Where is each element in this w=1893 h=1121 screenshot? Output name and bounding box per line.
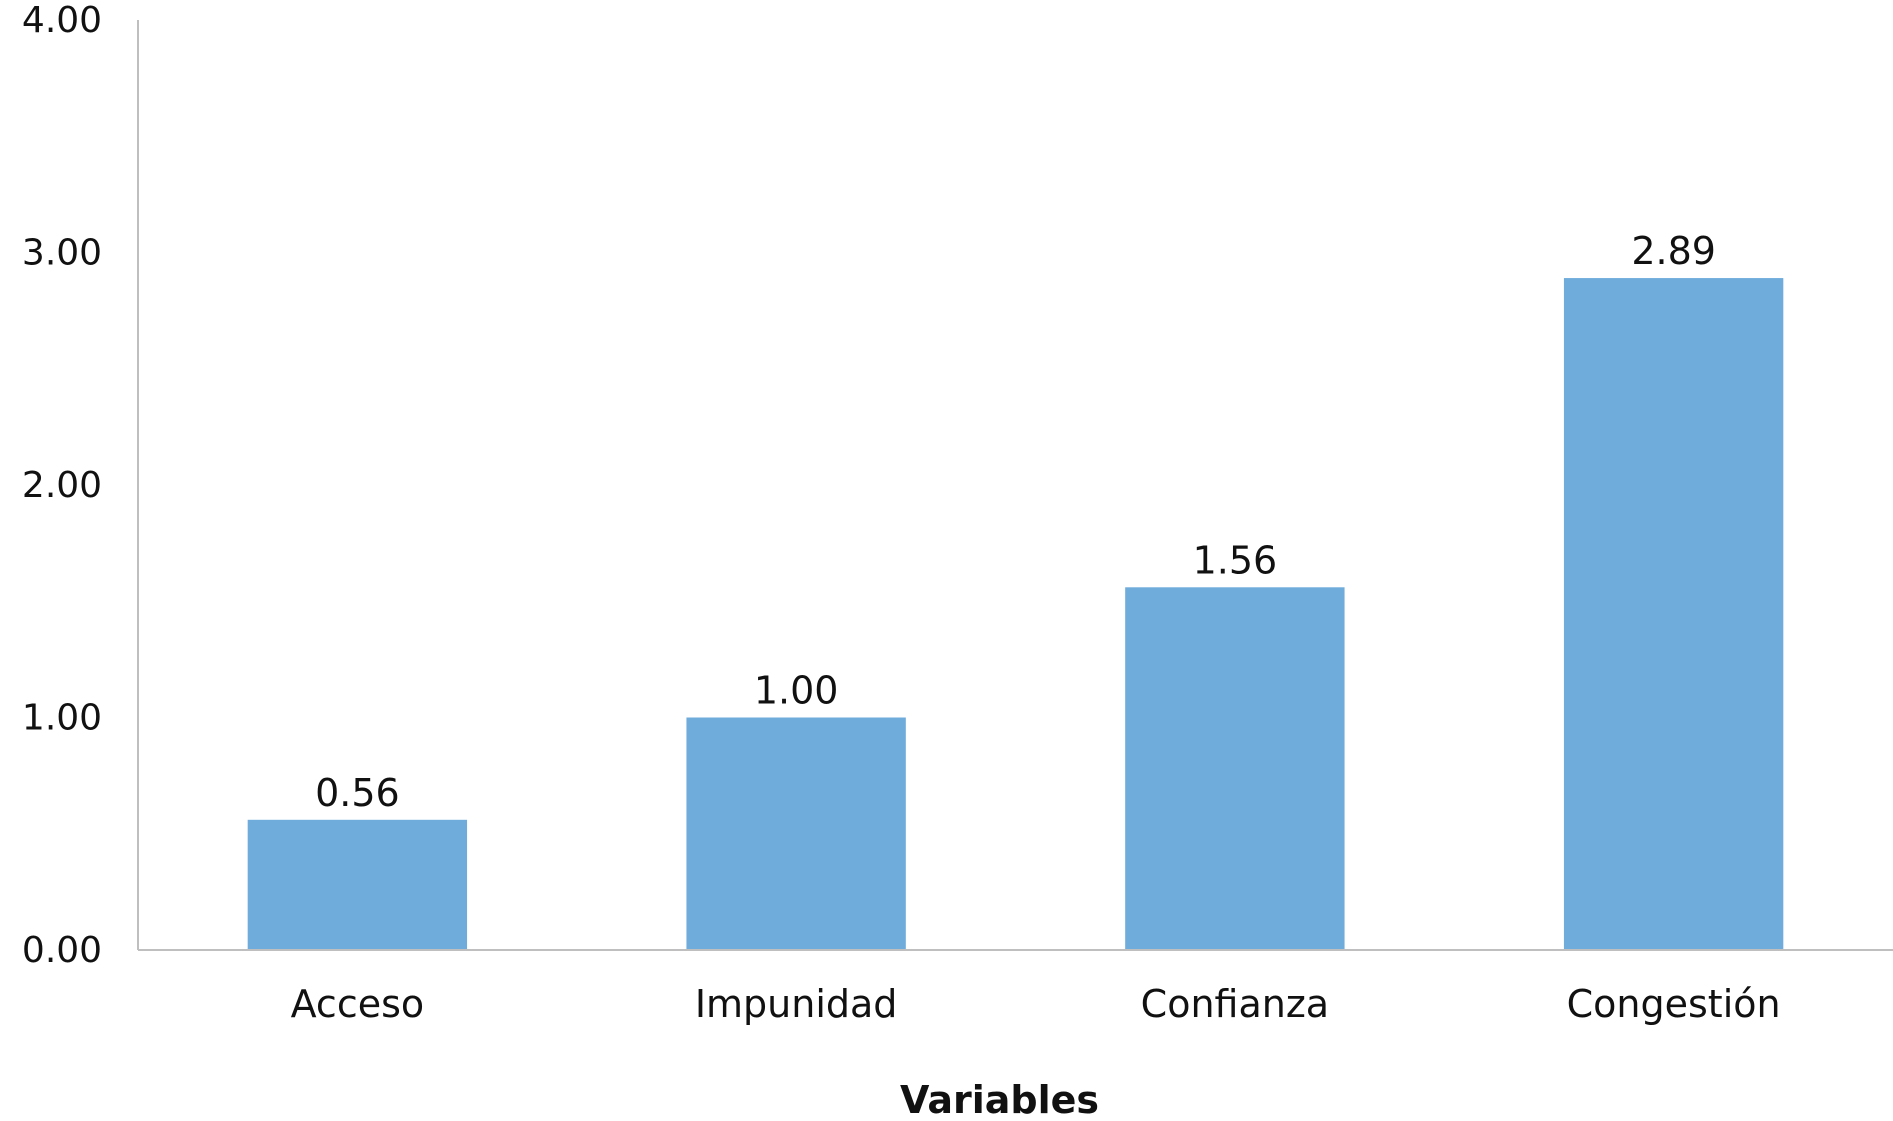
x-tick-label: Confianza xyxy=(1141,982,1329,1026)
data-label-acceso: 0.56 xyxy=(315,771,400,815)
y-tick-label: 1.00 xyxy=(22,698,102,739)
y-tick-label: 3.00 xyxy=(22,233,102,274)
bar-congestión xyxy=(1563,278,1784,950)
bar-impunidad xyxy=(686,717,906,950)
axes-layer xyxy=(137,20,1893,951)
bar-acceso xyxy=(247,819,468,950)
data-label-impunidad: 1.00 xyxy=(754,669,839,713)
x-tick-label: Congestión xyxy=(1567,982,1781,1026)
data-labels: 0.56 1.00 1.56 2.89 xyxy=(315,229,1716,815)
y-tick-labels: 0.00 1.00 2.00 3.00 4.00 xyxy=(22,0,102,971)
y-tick-label: 4.00 xyxy=(22,0,102,41)
x-tick-labels: Acceso Impunidad Confianza Congestión xyxy=(291,982,1781,1026)
bar-confianza xyxy=(1125,587,1345,950)
y-tick-label: 2.00 xyxy=(22,465,102,506)
x-tick-label: Acceso xyxy=(291,982,425,1026)
x-axis-title: Variables xyxy=(900,1078,1099,1121)
y-tick-label: 0.00 xyxy=(22,930,102,971)
x-tick-label: Impunidad xyxy=(695,982,898,1026)
data-label-congestión: 2.89 xyxy=(1631,229,1716,273)
data-label-confianza: 1.56 xyxy=(1193,538,1278,582)
bars-layer xyxy=(247,278,1784,950)
